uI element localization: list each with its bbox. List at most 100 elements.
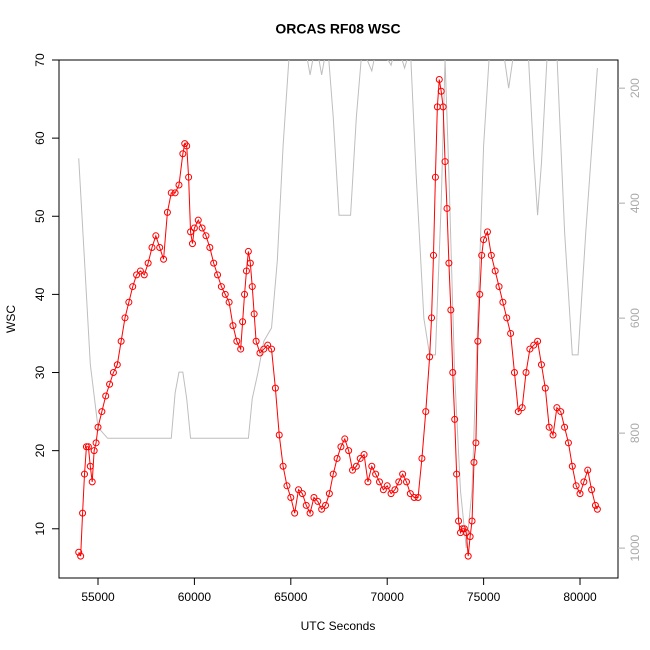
point — [206, 244, 214, 252]
point — [239, 318, 247, 326]
y-tick-label: 20 — [33, 444, 47, 458]
point — [414, 494, 422, 502]
point — [553, 404, 561, 412]
point — [383, 482, 391, 490]
point — [233, 337, 241, 345]
point — [530, 341, 538, 349]
y2-tick-label: 400 — [628, 193, 642, 213]
point — [94, 423, 102, 431]
y2-tick-label: 600 — [628, 308, 642, 328]
point — [225, 298, 233, 306]
x-tick-label: 80000 — [563, 590, 597, 604]
point — [576, 490, 584, 498]
point — [190, 224, 198, 232]
point — [429, 251, 437, 259]
point — [593, 505, 601, 513]
point — [90, 447, 98, 455]
point — [428, 314, 436, 322]
point — [445, 259, 453, 267]
point — [109, 369, 117, 377]
point — [241, 290, 249, 298]
point — [478, 251, 486, 259]
point — [372, 470, 380, 478]
point — [499, 298, 507, 306]
point — [541, 384, 549, 392]
y2-tick-label: 800 — [628, 423, 642, 443]
point — [77, 552, 85, 560]
point — [237, 345, 245, 353]
point — [458, 525, 466, 533]
y2-tick-label: 1000 — [628, 534, 642, 561]
point — [244, 247, 252, 255]
point — [92, 439, 100, 447]
point — [242, 267, 250, 275]
point — [464, 552, 472, 560]
point — [345, 447, 353, 455]
point — [406, 490, 414, 498]
x-tick-label: 65000 — [274, 590, 308, 604]
point — [302, 501, 310, 509]
series-line — [78, 79, 598, 557]
point — [229, 322, 237, 330]
point — [522, 369, 530, 377]
point — [402, 478, 410, 486]
point — [295, 486, 303, 494]
point — [422, 408, 430, 416]
point — [455, 517, 463, 525]
point — [588, 486, 596, 494]
x-axis-label: UTC Seconds — [301, 619, 376, 633]
point — [136, 267, 144, 275]
y-tick-label: 40 — [33, 287, 47, 301]
point — [545, 423, 553, 431]
point — [102, 392, 110, 400]
point — [271, 384, 279, 392]
point — [368, 462, 376, 470]
point — [341, 435, 349, 443]
point — [183, 142, 191, 150]
point — [376, 478, 384, 486]
point — [503, 314, 511, 322]
y-tick-label: 70 — [33, 53, 47, 67]
point — [160, 255, 168, 263]
point — [306, 509, 314, 517]
point — [179, 150, 187, 158]
point — [221, 290, 229, 298]
point — [167, 189, 175, 197]
point — [217, 283, 225, 291]
point — [437, 87, 445, 95]
point — [256, 349, 264, 357]
series-line — [78, 60, 598, 549]
point — [447, 306, 455, 314]
point — [156, 244, 164, 252]
y-tick-label: 50 — [33, 209, 47, 223]
x-tick-label: 70000 — [371, 590, 405, 604]
plot-area — [75, 60, 601, 560]
point — [268, 345, 276, 353]
point — [561, 423, 569, 431]
point — [352, 462, 360, 470]
point — [474, 337, 482, 345]
y-axis-label: WSC — [4, 305, 18, 333]
point — [568, 462, 576, 470]
y2-tick-label: 200 — [628, 78, 642, 98]
point — [84, 443, 92, 451]
point — [435, 76, 443, 84]
point — [187, 228, 195, 236]
point — [86, 462, 94, 470]
point — [470, 458, 478, 466]
point — [491, 267, 499, 275]
point — [82, 443, 90, 451]
point — [387, 490, 395, 498]
point — [466, 533, 474, 541]
point — [98, 408, 106, 416]
point — [443, 204, 451, 212]
point — [476, 290, 484, 298]
point — [283, 482, 291, 490]
point — [121, 314, 129, 322]
point — [518, 404, 526, 412]
point — [468, 517, 476, 525]
point — [163, 208, 171, 216]
point — [194, 216, 202, 224]
point — [572, 482, 580, 490]
point — [113, 361, 121, 369]
